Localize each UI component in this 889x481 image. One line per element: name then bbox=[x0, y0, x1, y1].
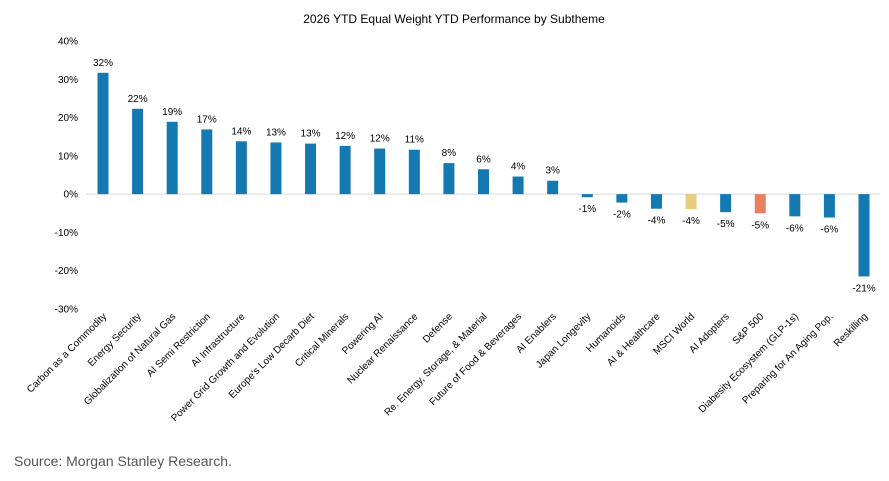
bar-chart: 2026 YTD Equal Weight YTD Performance by… bbox=[25, 12, 880, 424]
bar bbox=[754, 194, 766, 214]
bar bbox=[201, 129, 213, 195]
bar bbox=[616, 194, 628, 203]
category-label: Defense bbox=[421, 311, 455, 345]
bar bbox=[305, 143, 317, 195]
data-label: -5% bbox=[717, 219, 735, 230]
data-label: 19% bbox=[162, 107, 182, 118]
data-label: 8% bbox=[442, 148, 457, 159]
data-labels: 32% 22% 19% 17% 14% 13% 13% 12% 12% 11% 8% 6% 4% 3% -1… bbox=[93, 58, 876, 295]
bar bbox=[685, 194, 697, 210]
data-label: 12% bbox=[370, 134, 390, 145]
data-label: -2% bbox=[613, 210, 631, 221]
bar bbox=[132, 108, 144, 195]
bar bbox=[547, 180, 559, 195]
y-axis: 40% 30% 20% 10% 0% -10% -20% -30% bbox=[55, 37, 78, 316]
data-label: 22% bbox=[128, 94, 148, 105]
data-label: 32% bbox=[93, 58, 113, 69]
bar bbox=[478, 169, 489, 195]
bar bbox=[823, 194, 835, 218]
category-label: Reskilling bbox=[832, 311, 870, 349]
bar bbox=[512, 176, 524, 195]
data-label: -5% bbox=[751, 220, 769, 231]
bar bbox=[97, 72, 109, 195]
y-tick-label: -10% bbox=[55, 228, 78, 239]
y-tick-label: -30% bbox=[55, 305, 78, 316]
bar bbox=[858, 194, 870, 277]
bar bbox=[374, 148, 386, 195]
data-label: -21% bbox=[852, 283, 875, 294]
data-label: 4% bbox=[511, 162, 526, 173]
data-label: 11% bbox=[405, 135, 424, 146]
data-label: -6% bbox=[821, 224, 839, 235]
bar bbox=[166, 121, 178, 195]
bar bbox=[789, 194, 801, 217]
bar bbox=[339, 145, 351, 195]
chart-title: 2026 YTD Equal Weight YTD Performance by… bbox=[303, 12, 605, 26]
data-label: 3% bbox=[545, 166, 560, 177]
data-label: -4% bbox=[648, 216, 666, 227]
source-note: Source: Morgan Stanley Research. bbox=[14, 453, 232, 469]
bar bbox=[443, 163, 455, 195]
y-tick-label: -20% bbox=[55, 266, 78, 277]
bar bbox=[720, 194, 732, 213]
y-tick-label: 20% bbox=[58, 113, 78, 124]
y-tick-label: 40% bbox=[58, 37, 78, 48]
data-label: 14% bbox=[231, 126, 251, 137]
category-label: AI Semi Restriction bbox=[145, 311, 213, 379]
bars bbox=[97, 72, 870, 277]
data-label: 13% bbox=[301, 129, 321, 140]
data-label: -6% bbox=[786, 223, 804, 234]
bar bbox=[235, 141, 247, 195]
data-label: 12% bbox=[335, 131, 355, 142]
data-label: 17% bbox=[197, 114, 217, 125]
y-tick-label: 30% bbox=[58, 75, 78, 86]
bar bbox=[650, 194, 662, 209]
bar bbox=[408, 149, 420, 195]
bar bbox=[270, 142, 282, 195]
y-tick-label: 10% bbox=[58, 151, 78, 162]
category-label: S&P 500 bbox=[731, 311, 767, 347]
data-label: -4% bbox=[682, 216, 700, 227]
data-label: -1% bbox=[578, 204, 596, 215]
bar bbox=[581, 194, 593, 198]
category-label: Nuclear Renaissance bbox=[345, 311, 420, 386]
data-label: 13% bbox=[266, 127, 286, 138]
y-tick-label: 0% bbox=[64, 190, 79, 201]
data-label: 6% bbox=[476, 154, 491, 165]
